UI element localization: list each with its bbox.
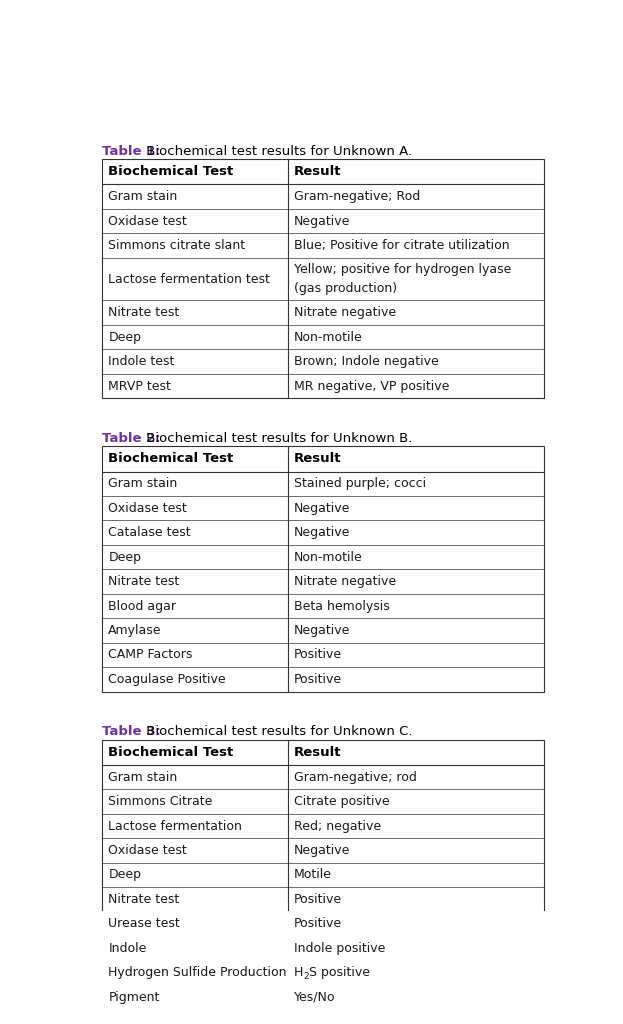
- Text: Biochemical test results for Unknown C.: Biochemical test results for Unknown C.: [142, 725, 412, 738]
- Text: Catalase test: Catalase test: [108, 526, 191, 540]
- Text: Nitrate negative: Nitrate negative: [294, 575, 396, 588]
- Text: MRVP test: MRVP test: [108, 380, 171, 392]
- Text: Positive: Positive: [294, 918, 342, 930]
- Text: Brown; Indole negative: Brown; Indole negative: [294, 355, 439, 368]
- Text: Gram-negative; rod: Gram-negative; rod: [294, 771, 417, 783]
- Text: Motile: Motile: [294, 868, 332, 882]
- Text: Blue; Positive for citrate utilization: Blue; Positive for citrate utilization: [294, 239, 510, 252]
- Text: Pigment: Pigment: [108, 990, 159, 1004]
- Text: S positive: S positive: [309, 967, 370, 979]
- Text: Gram stain: Gram stain: [108, 190, 178, 203]
- Text: Deep: Deep: [108, 551, 141, 563]
- Text: Lactose fermentation: Lactose fermentation: [108, 819, 242, 833]
- Text: Indole: Indole: [108, 942, 146, 954]
- Text: Oxidase test: Oxidase test: [108, 844, 187, 857]
- Text: Beta hemolysis: Beta hemolysis: [294, 599, 389, 612]
- Text: Citrate positive: Citrate positive: [294, 795, 389, 808]
- Bar: [288, 962, 543, 984]
- Text: Nitrate negative: Nitrate negative: [294, 306, 396, 319]
- Text: Gram-negative; Rod: Gram-negative; Rod: [294, 190, 420, 203]
- Text: Oxidase test: Oxidase test: [108, 215, 187, 227]
- Text: Positive: Positive: [294, 893, 342, 906]
- Text: Negative: Negative: [294, 624, 350, 637]
- Bar: [102, 159, 544, 398]
- Text: Urease test: Urease test: [108, 918, 180, 930]
- Text: Nitrate test: Nitrate test: [108, 575, 179, 588]
- Bar: [102, 739, 544, 1010]
- Text: Negative: Negative: [294, 526, 350, 540]
- Text: Non-motile: Non-motile: [294, 551, 363, 563]
- Text: Simmons citrate slant: Simmons citrate slant: [108, 239, 245, 252]
- Text: MR negative, VP positive: MR negative, VP positive: [294, 380, 449, 392]
- Text: H: H: [294, 967, 303, 979]
- Text: Lactose fermentation test: Lactose fermentation test: [108, 272, 270, 286]
- Text: Negative: Negative: [294, 502, 350, 515]
- Text: Red; negative: Red; negative: [294, 819, 381, 833]
- Text: Oxidase test: Oxidase test: [108, 502, 187, 515]
- Text: Yes/No: Yes/No: [294, 990, 335, 1004]
- Text: Biochemical Test: Biochemical Test: [108, 453, 234, 466]
- Text: Table 2:: Table 2:: [102, 432, 161, 445]
- Text: Table 3:: Table 3:: [102, 725, 161, 738]
- Text: Result: Result: [294, 745, 341, 759]
- Text: Indole test: Indole test: [108, 355, 174, 368]
- Bar: [102, 446, 544, 691]
- Text: Deep: Deep: [108, 868, 141, 882]
- Text: Negative: Negative: [294, 215, 350, 227]
- Text: Yellow; positive for hydrogen lyase: Yellow; positive for hydrogen lyase: [294, 263, 511, 276]
- Text: Blood agar: Blood agar: [108, 599, 176, 612]
- Text: Nitrate test: Nitrate test: [108, 306, 179, 319]
- Text: Hydrogen Sulfide Production: Hydrogen Sulfide Production: [108, 967, 287, 979]
- Text: Non-motile: Non-motile: [294, 331, 363, 344]
- Text: Biochemical Test: Biochemical Test: [108, 745, 234, 759]
- Text: Gram stain: Gram stain: [108, 477, 178, 490]
- Text: Result: Result: [294, 453, 341, 466]
- Text: CAMP Factors: CAMP Factors: [108, 648, 193, 662]
- Text: Simmons Citrate: Simmons Citrate: [108, 795, 212, 808]
- Text: Table 1:: Table 1:: [102, 145, 161, 158]
- Text: Gram stain: Gram stain: [108, 771, 178, 783]
- Text: Stained purple; cocci: Stained purple; cocci: [294, 477, 426, 490]
- Text: Result: Result: [294, 165, 341, 178]
- Text: Nitrate test: Nitrate test: [108, 893, 179, 906]
- Text: Biochemical test results for Unknown B.: Biochemical test results for Unknown B.: [142, 432, 412, 445]
- Text: Deep: Deep: [108, 331, 141, 344]
- Text: Positive: Positive: [294, 648, 342, 662]
- Text: (gas production): (gas production): [294, 282, 397, 295]
- Text: Biochemical test results for Unknown A.: Biochemical test results for Unknown A.: [142, 145, 412, 158]
- Text: 2: 2: [303, 972, 309, 981]
- Text: Negative: Negative: [294, 844, 350, 857]
- Text: Coagulase Positive: Coagulase Positive: [108, 673, 226, 686]
- Text: Indole positive: Indole positive: [294, 942, 385, 954]
- Text: Positive: Positive: [294, 673, 342, 686]
- Text: Amylase: Amylase: [108, 624, 162, 637]
- Text: Biochemical Test: Biochemical Test: [108, 165, 234, 178]
